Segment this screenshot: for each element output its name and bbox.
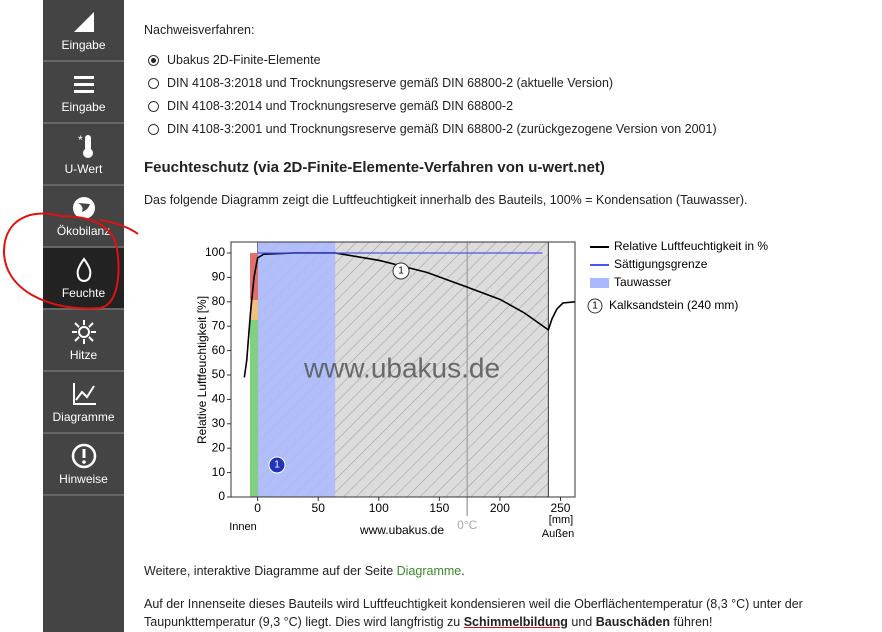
text: führen! [670, 615, 713, 629]
legend-label: Relative Luftfeuchtigkeit in % [614, 239, 768, 253]
nav-item[interactable]: Hinweise [43, 434, 124, 496]
red-annotation [2, 212, 139, 310]
svg-text:*: * [78, 133, 83, 147]
y-tick-label: 60 [212, 343, 226, 357]
intro: Das folgende Diagramm zeigt die Luftfeuc… [144, 193, 748, 207]
text: und [567, 615, 596, 629]
radio-button[interactable] [148, 77, 159, 89]
legend-label: Kalksandstein (240 mm) [609, 298, 738, 312]
radio-label: DIN 4108-3:2001 und Trocknungsreserve ge… [167, 122, 717, 136]
x-tick-label: 100 [369, 501, 389, 515]
source: www.ubakus.de [359, 523, 444, 537]
inside-strip [250, 320, 258, 497]
y-tick-label: 30 [212, 416, 226, 430]
nav-icon: * [78, 133, 93, 158]
form-label: Nachweisverfahren: [144, 23, 255, 37]
y-tick-label: 80 [212, 294, 226, 308]
annotation-stroke [2, 212, 139, 310]
nav-item[interactable]: Eingabe [43, 62, 124, 124]
text: . [461, 564, 465, 578]
radio-label: Ubakus 2D-Finite-Elemente [167, 53, 321, 67]
nav-label: Hinweise [59, 472, 108, 486]
y-tick-label: 10 [212, 465, 226, 479]
layer-marker [268, 456, 286, 474]
nav-label: Eingabe [61, 100, 106, 114]
x-tick-label: 200 [490, 501, 510, 515]
radio-option[interactable]: DIN 4108-3:2001 und Trocknungsreserve ge… [148, 122, 717, 136]
nav-label: U-Wert [64, 162, 103, 176]
warning: Auf der Innenseite dieses Bauteils wird … [144, 595, 844, 631]
nav-icon [76, 257, 91, 282]
inside-strip [250, 300, 258, 320]
y-tick-label: 90 [212, 270, 226, 284]
y-tick-label: 20 [212, 440, 226, 454]
y-tick-label: 50 [212, 367, 226, 381]
nav-icon [72, 383, 96, 405]
y-tick-label: 40 [212, 392, 226, 406]
nav-icon [73, 12, 94, 32]
nav-icon [72, 197, 95, 219]
legend-label: Tauwasser [614, 275, 671, 289]
radio-label: DIN 4108-3:2018 und Trocknungsreserve ge… [167, 76, 614, 90]
emphasis: Bauschäden [595, 615, 671, 629]
nav-item[interactable]: Ökobilanz [43, 186, 124, 248]
legend-swatch [590, 278, 609, 288]
x-tick-label: 150 [429, 501, 449, 515]
x-tick-label: 0 [254, 501, 261, 515]
section-heading: Feuchteschutz (via 2D-Finite-Elemente-Ve… [144, 159, 605, 176]
link[interactable]: Diagramme [396, 564, 462, 578]
y-tick-label: 70 [212, 318, 226, 332]
more-text: Weitere, interaktive Diagramme auf der S… [144, 564, 465, 578]
legend-label: Sättigungsgrenze [614, 257, 708, 271]
nav-item[interactable]: Feuchte [43, 248, 124, 310]
chart: 0°C www.ubakus.de 0 10 20 30 40 50 60 70 80 90 100 0 5… [195, 239, 768, 540]
legend-marker [587, 298, 603, 314]
nav-icon [71, 320, 96, 344]
radio-button[interactable] [148, 123, 159, 135]
radio-label: DIN 4108-3:2014 und Trocknungsreserve ge… [167, 99, 514, 113]
radio-button[interactable] [148, 54, 159, 66]
layer-marker-label: 1 [274, 460, 280, 471]
layer-marker [392, 262, 410, 280]
condensation-area [257, 242, 336, 497]
emphasis: Schimmelbildung [463, 615, 568, 629]
nav-item[interactable]: * U-Wert [43, 124, 124, 186]
x-tick-label: 50 [312, 501, 326, 515]
radio-option[interactable]: DIN 4108-3:2018 und Trocknungsreserve ge… [148, 76, 613, 90]
plot-frame [230, 241, 576, 498]
watermark: www.ubakus.de [303, 352, 500, 383]
sidebar: Eingabe Eingabe * U-Wert Ökobilanz Feuchte Hit… [43, 0, 124, 632]
y-axis-label: Relative Luftfeuchtigkeit [%] [195, 296, 209, 444]
x-unit: [mm] [549, 514, 573, 526]
nav-item[interactable]: Hitze [43, 310, 124, 372]
outside-label: Außen [542, 528, 574, 540]
inside-label: Innen [229, 521, 257, 533]
nav-label: Feuchte [61, 286, 106, 300]
frost-label: 0°C [457, 518, 477, 532]
radio-option[interactable]: DIN 4108-3:2014 und Trocknungsreserve ge… [148, 99, 513, 113]
nav-label: Hitze [69, 348, 98, 362]
radio-option[interactable]: Ubakus 2D-Finite-Elemente [148, 53, 321, 67]
nav-label: Eingabe [61, 38, 106, 52]
y-tick-label: 0 [218, 489, 225, 503]
nav-label: Ökobilanz [56, 224, 111, 238]
radio-button[interactable] [148, 100, 159, 112]
x-tick-label: 250 [550, 501, 570, 515]
nav-icon [71, 443, 96, 469]
nav-icon [73, 76, 94, 93]
legend-marker-label: 1 [592, 301, 598, 312]
y-tick-label: 100 [205, 245, 225, 259]
nav-label: Diagramme [52, 410, 115, 424]
text: Weitere, interaktive Diagramme auf der S… [144, 564, 397, 578]
nav-item[interactable]: Eingabe [43, 0, 124, 62]
nav-item[interactable]: Diagramme [43, 372, 124, 434]
layer-marker-label: 1 [398, 266, 404, 277]
text: Auf der Innenseite dieses Bauteils wird … [144, 597, 803, 629]
